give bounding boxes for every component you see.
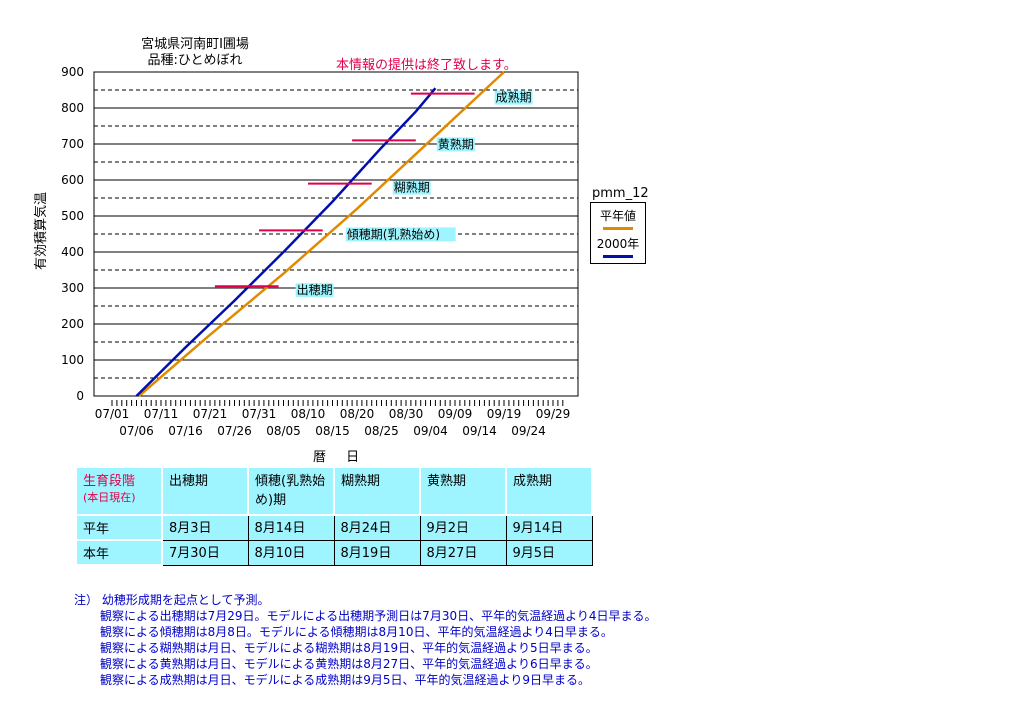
row-label: 本年 <box>75 539 163 566</box>
series-line-normal <box>138 71 505 397</box>
x-tick-label: 09/29 <box>536 407 571 421</box>
y-tick-label: 900 <box>61 65 84 79</box>
stage-label: 黄熟期 <box>438 136 474 151</box>
note-line: 観察による出穂期は7月29日。モデルによる出穂期予測日は7月30日、平年的気温経… <box>100 609 657 623</box>
x-tick-label: 08/05 <box>266 424 301 438</box>
stage-label: 成熟期 <box>496 90 532 105</box>
table-cell: 9月14日 <box>505 514 593 541</box>
y-tick-label: 800 <box>61 101 84 115</box>
header-cell: 成熟期 <box>505 466 593 516</box>
y-tick-label: 700 <box>61 137 84 151</box>
table-cell: 8月27日 <box>419 539 507 566</box>
note-line: 観察による糊熟期は月日、モデルによる糊熟期は8月19日、平年的気温経過より5日早… <box>100 641 598 655</box>
legend: 平年値 2000年 <box>590 202 646 264</box>
stage-label-bg <box>494 90 533 105</box>
stage-label-bg <box>436 137 475 152</box>
x-tick-label: 09/04 <box>413 424 448 438</box>
title-line1: 宮城県河南町I圃場 <box>141 37 249 52</box>
x-tick-label: 07/31 <box>242 407 277 421</box>
table-corner: 生育段階 (本日現在) <box>75 466 163 516</box>
chart-title: 宮城県河南町I圃場 品種:ひとめぼれ <box>120 37 270 69</box>
y-tick-label: 200 <box>61 317 84 331</box>
x-tick-label: 07/26 <box>217 424 252 438</box>
header-cell: 黄熟期 <box>419 466 507 516</box>
x-tick-label: 08/10 <box>291 407 326 421</box>
row-label: 平年 <box>75 514 163 541</box>
y-tick-label: 600 <box>61 173 84 187</box>
y-tick-label: 100 <box>61 353 84 367</box>
legend-title: pmm_12 <box>592 186 649 201</box>
corner-line2: (本日現在) <box>83 491 136 504</box>
x-tick-label: 08/20 <box>340 407 375 421</box>
x-tick-label: 08/30 <box>389 407 424 421</box>
notes: 注） 幼穂形成期を起点として予測。 観察による出穂期は7月29日。モデルによる出… <box>74 592 657 688</box>
x-tick-label: 09/19 <box>487 407 522 421</box>
table-cell: 8月24日 <box>333 514 421 541</box>
note-line: 観察による黄熟期は月日、モデルによる黄熟期は8月27日、平年的気温経過より6日早… <box>100 657 598 671</box>
stage-label-bg <box>295 283 334 298</box>
header-cell: 出穂期 <box>161 466 249 516</box>
note-line: 観察による成熟期は月日、モデルによる成熟期は9月5日、平年的気温経過より9日早ま… <box>100 673 590 687</box>
table-row: 平年 8月3日 8月14日 8月24日 9月2日 9月14日 <box>75 514 593 541</box>
legend-swatch-2000 <box>603 255 633 258</box>
x-tick-label: 09/09 <box>438 407 473 421</box>
legend-label-2000: 2000年 <box>596 237 640 251</box>
corner-line1: 生育段階 <box>83 474 136 489</box>
table-cell: 8月3日 <box>161 514 249 541</box>
table-cell: 7月30日 <box>161 539 249 566</box>
y-tick-label: 300 <box>61 281 84 295</box>
stage-label: 糊熟期 <box>394 180 430 195</box>
stage-label: 出穂期 <box>297 283 333 297</box>
table-cell: 8月10日 <box>247 539 335 566</box>
y-tick-label: 400 <box>61 245 84 259</box>
stage-label: 傾穂期(乳熟始め) <box>347 226 440 241</box>
y-tick-label: 0 <box>76 389 84 403</box>
stage-label-bg <box>345 227 456 242</box>
table-cell: 8月19日 <box>333 539 421 566</box>
y-axis-label: 有効積算気温 <box>34 191 49 270</box>
header-cell: 糊熟期 <box>333 466 421 516</box>
x-tick-label: 07/11 <box>144 407 179 421</box>
table-cell: 8月14日 <box>247 514 335 541</box>
x-tick-label: 08/15 <box>315 424 350 438</box>
x-tick-label: 09/14 <box>462 424 497 438</box>
header-cell: 傾穂(乳熟始め)期 <box>247 466 335 516</box>
note-line: 観察による傾穂期は8月8日。モデルによる傾穂期は8月10日、平年的気温経過より4… <box>100 625 613 639</box>
x-tick-label: 07/01 <box>95 407 130 421</box>
title-line2: 品種:ひとめぼれ <box>147 53 243 68</box>
x-tick-label: 09/24 <box>511 424 546 438</box>
x-tick-label: 07/21 <box>193 407 228 421</box>
chart: 0 100 200 300 400 500 600 700 800 900 07/01 07/11 07… <box>61 65 579 438</box>
stage-table: 生育段階 (本日現在) 出穂期 傾穂(乳熟始め)期 糊熟期 黄熟期 成熟期 平年 … <box>75 466 593 566</box>
x-tick-label: 08/25 <box>364 424 399 438</box>
legend-label-normal: 平年値 <box>599 209 636 223</box>
legend-swatch-normal <box>603 227 633 230</box>
table-row: 本年 7月30日 8月10日 8月19日 8月27日 9月5日 <box>75 539 593 566</box>
termination-notice: 本情報の提供は終了致します。 <box>336 58 517 73</box>
x-tick-label: 07/06 <box>119 424 154 438</box>
y-tick-label: 500 <box>61 209 84 223</box>
series-line-2000 <box>135 87 437 397</box>
table-cell: 9月5日 <box>505 539 593 566</box>
stage-label-bg <box>392 180 431 195</box>
x-axis-label: 暦 日 <box>313 450 368 465</box>
note-line: 注） 幼穂形成期を起点として予測。 <box>74 593 270 607</box>
table-cell: 9月2日 <box>419 514 507 541</box>
x-tick-label: 07/16 <box>168 424 203 438</box>
